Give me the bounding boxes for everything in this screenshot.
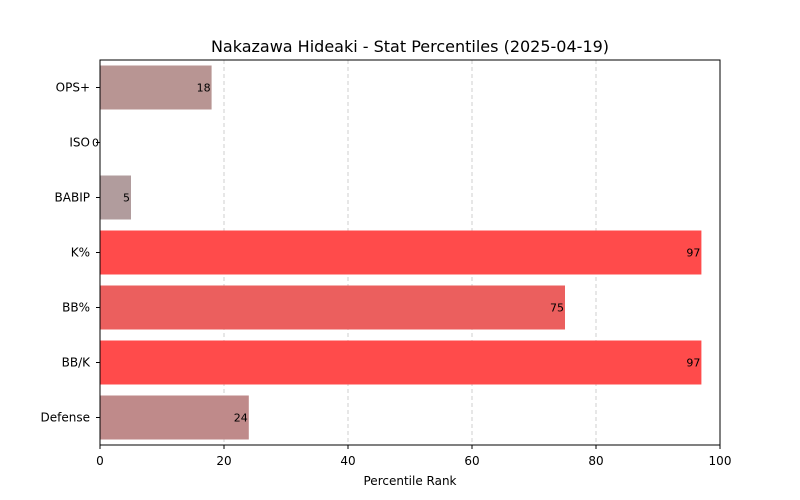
y-tick-label: BB/K [62, 356, 92, 370]
y-tick-label: BABIP [55, 191, 90, 205]
y-axis: OPS+ ISO BABIP K% BB% BB/K Defense [41, 81, 100, 425]
x-tick-label: 100 [709, 454, 732, 468]
bar-ops [100, 65, 212, 110]
chart-title: Nakazawa Hideaki - Stat Percentiles (202… [211, 37, 609, 56]
y-tick-label: OPS+ [56, 81, 90, 95]
y-tick-label: BB% [62, 301, 90, 315]
data-label: 18 [197, 82, 211, 95]
data-label: 97 [686, 247, 700, 260]
y-tick-label: ISO [69, 136, 90, 150]
data-label: 24 [234, 412, 248, 425]
x-tick-label: 40 [340, 454, 355, 468]
bar-bb [100, 285, 565, 330]
bar-babip [100, 175, 131, 220]
x-tick-label: 60 [464, 454, 479, 468]
x-tick-label: 80 [588, 454, 603, 468]
bars-layer: 18 0 5 97 75 97 24 [92, 65, 702, 440]
x-axis-label: Percentile Rank [364, 474, 457, 488]
bar-defense [100, 395, 249, 440]
x-tick-label: 0 [96, 454, 104, 468]
x-axis: 0 20 40 60 80 100 [96, 445, 731, 468]
data-label: 0 [92, 137, 99, 150]
x-tick-label: 20 [216, 454, 231, 468]
bar-bb-k [100, 340, 702, 385]
bar-k [100, 230, 702, 275]
data-label: 97 [686, 357, 700, 370]
y-tick-label: Defense [41, 411, 90, 425]
y-tick-label: K% [71, 246, 90, 260]
data-label: 5 [123, 192, 130, 205]
data-label: 75 [550, 302, 564, 315]
